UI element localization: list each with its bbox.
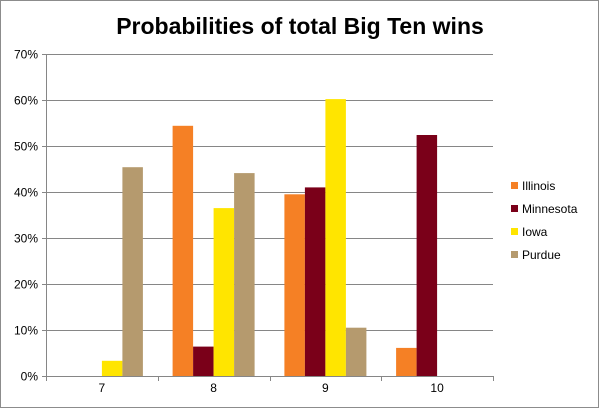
legend: Illinois Minnesota Iowa Purdue (511, 179, 578, 262)
bar-minnesota-9 (304, 187, 326, 376)
bar-iowa-8 (213, 208, 235, 376)
y-tick-label: 50% (14, 140, 38, 154)
y-tick-label: 60% (14, 94, 38, 108)
bar-illinois-8 (172, 125, 194, 376)
y-tick-label: 70% (14, 48, 38, 62)
bar-minnesota-10 (416, 135, 438, 376)
legend-swatch-illinois (511, 182, 518, 189)
x-tick-label: 8 (210, 381, 217, 395)
legend-label-purdue: Purdue (522, 248, 561, 262)
bar-iowa-7 (101, 360, 123, 376)
bar-purdue-8 (234, 173, 255, 376)
y-tick-label: 40% (14, 186, 38, 200)
x-tick-label: 10 (430, 381, 444, 395)
legend-label-minnesota: Minnesota (522, 202, 578, 216)
chart-title: Probabilities of total Big Ten wins (116, 13, 484, 39)
y-tick-label: 30% (14, 232, 38, 246)
legend-label-iowa: Iowa (522, 225, 548, 239)
x-tick-label: 7 (99, 381, 106, 395)
axes: 0% 10% 20% 30% 40% 50% 60% 70% 7 8 9 10 (14, 48, 494, 395)
bars (101, 99, 438, 376)
x-tick-label: 9 (322, 381, 329, 395)
bar-illinois-10 (396, 347, 417, 376)
bar-minnesota-8 (193, 346, 214, 376)
y-tick-label: 10% (14, 324, 38, 338)
legend-swatch-iowa (511, 228, 518, 235)
y-tick-label: 0% (21, 370, 39, 384)
bar-purdue-7 (122, 167, 143, 376)
legend-swatch-purdue (511, 251, 518, 258)
bar-purdue-9 (345, 327, 367, 376)
bar-iowa-9 (325, 99, 346, 376)
legend-label-illinois: Illinois (522, 179, 555, 193)
y-tick-label: 20% (14, 278, 38, 292)
bar-illinois-9 (284, 194, 305, 376)
legend-swatch-minnesota (511, 205, 518, 212)
